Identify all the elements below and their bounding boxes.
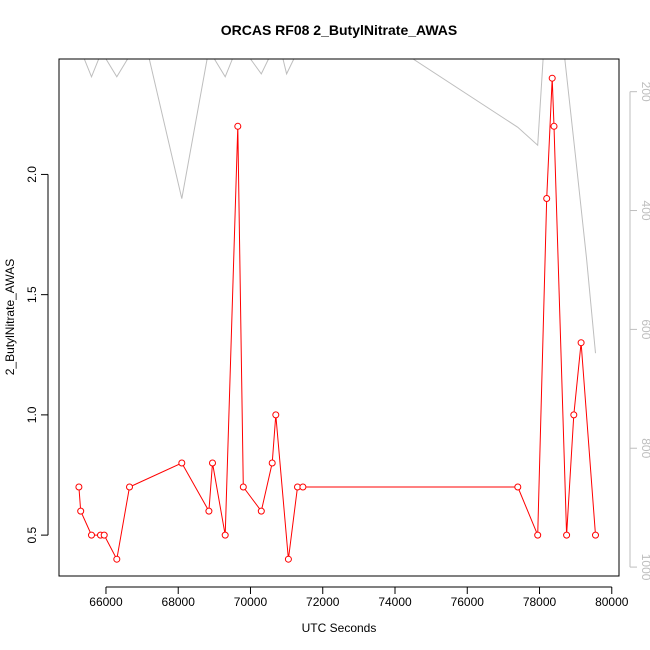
- data-point: [550, 122, 558, 130]
- y-tick-label: 1.5: [25, 286, 39, 303]
- x-tick-label: 80000: [595, 595, 629, 609]
- data-point: [272, 411, 280, 419]
- data-point: [268, 459, 276, 467]
- data-point: [257, 507, 265, 515]
- data-point: [113, 555, 121, 563]
- series-line-secondary: [83, 59, 596, 354]
- data-point: [100, 531, 108, 539]
- data-point: [234, 122, 242, 130]
- data-point: [209, 459, 216, 467]
- plot-frame: [58, 58, 620, 577]
- data-point: [178, 459, 186, 467]
- x-tick-label: 74000: [378, 595, 412, 609]
- y2-tick-label: 600: [639, 319, 650, 339]
- axes-layer: 66000 68000 70000 72000 74000 76000 78000 80000…: [25, 82, 650, 609]
- data-point: [239, 483, 247, 491]
- y2-tick-label: 400: [639, 201, 650, 221]
- y-axis-label: 2_ButylNitrate_AWAS: [3, 259, 17, 376]
- y-tick-label: 2.0: [25, 166, 39, 183]
- data-point: [221, 531, 229, 539]
- x-axis-label: UTC Seconds: [302, 621, 377, 635]
- data-point: [514, 483, 522, 491]
- data-point: [88, 531, 95, 539]
- data-point: [126, 483, 133, 491]
- x-tick-label: 66000: [89, 595, 123, 609]
- data-point: [77, 507, 85, 515]
- x-tick-label: 72000: [306, 595, 340, 609]
- series-layer: [75, 59, 599, 563]
- data-point: [284, 555, 292, 563]
- data-point: [534, 531, 542, 539]
- data-point: [75, 483, 83, 491]
- data-point: [299, 483, 307, 491]
- series-line-primary: [78, 78, 596, 561]
- data-point: [570, 411, 578, 419]
- y-tick-label: 0.5: [25, 526, 39, 543]
- x-tick-label: 70000: [234, 595, 268, 609]
- data-point: [592, 531, 599, 539]
- y2-tick-label: 800: [639, 438, 650, 458]
- x-tick-label: 78000: [523, 595, 557, 609]
- x-tick-label: 76000: [451, 595, 485, 609]
- x-tick-label: 68000: [162, 595, 196, 609]
- data-point: [577, 339, 585, 347]
- data-point: [543, 195, 551, 202]
- y2-tick-label: 200: [639, 82, 650, 102]
- data-point: [548, 74, 556, 82]
- data-point: [563, 531, 571, 539]
- y-tick-label: 1.0: [25, 406, 39, 423]
- data-point: [205, 507, 213, 515]
- chart-title: ORCAS RF08 2_ButylNitrate_AWAS: [221, 22, 458, 38]
- y2-tick-label: 1000: [639, 554, 650, 581]
